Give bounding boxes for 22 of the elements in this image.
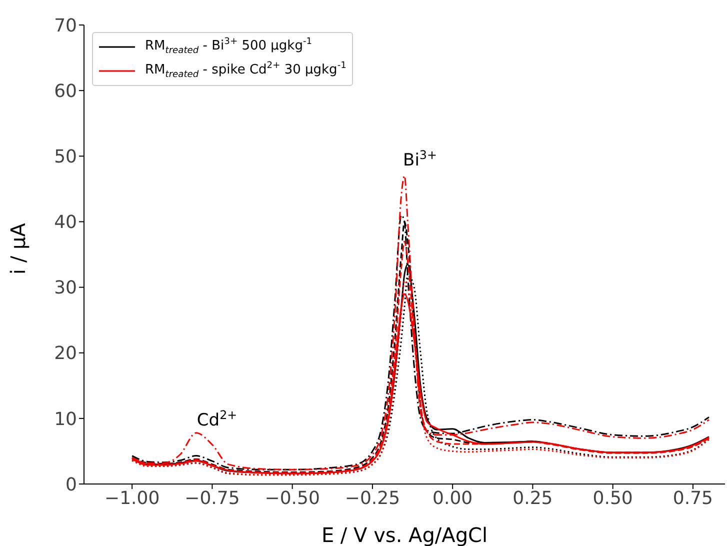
x-tick-label: −0.25 [344, 488, 400, 509]
y-tick-label: 70 [54, 15, 77, 36]
x-tick-label: −0.75 [184, 488, 240, 509]
x-tick-label: 0.25 [512, 488, 553, 509]
y-tick-label: 20 [54, 343, 77, 364]
x-tick-label: 0.00 [432, 488, 473, 509]
legend-label: RM$_{treated}$ - spike Cd$^{2+}$ 30 μgkg$^{-1}$ [145, 60, 346, 80]
y-tick-label: 0 [66, 474, 77, 496]
x-tick-label: −0.50 [264, 488, 320, 509]
x-tick-label: −1.00 [104, 488, 160, 509]
x-tick-label: 0.50 [592, 488, 633, 509]
y-axis-title: i / μA [6, 222, 30, 274]
x-tick-label: 0.75 [672, 488, 713, 509]
y-tick-label: 60 [54, 80, 77, 102]
y-tick-label: 50 [54, 146, 77, 168]
annotation: Cd$^{2+}$ [196, 408, 238, 431]
y-tick-label: 40 [54, 212, 77, 234]
annotation: Bi$^{3+}$ [403, 148, 437, 171]
y-tick-label: 30 [54, 278, 77, 299]
legend-label: RM$_{treated}$ - Bi$^{3+}$ 500 μgkg$^{-1}$ [145, 36, 312, 56]
y-tick-label: 10 [54, 408, 77, 430]
x-axis-title: E / V vs. Ag/AgCl [321, 523, 488, 546]
